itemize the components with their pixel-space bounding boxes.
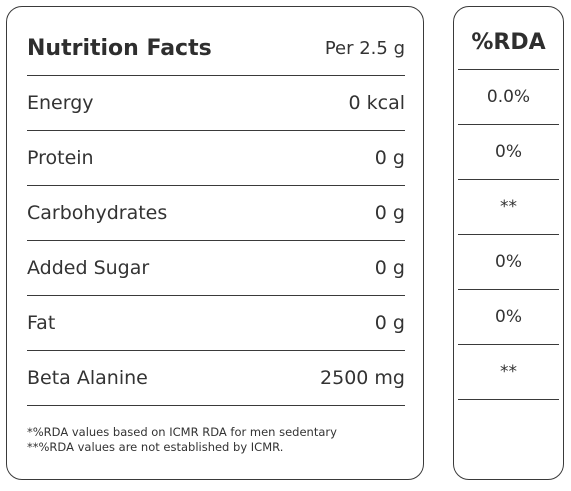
nutrition-facts-panel: Nutrition Facts Per 2.5 g Energy 0 kcal …: [6, 6, 424, 480]
nutrient-row-fat: Fat 0 g: [27, 296, 405, 351]
nutrient-row-carbohydrates: Carbohydrates 0 g: [27, 186, 405, 241]
rda-value-protein: 0%: [458, 125, 559, 180]
nutrient-label: Fat: [27, 312, 56, 334]
nutrient-value: 2500 mg: [320, 367, 405, 389]
rda-value-energy: 0.0%: [458, 70, 559, 125]
nutrient-value: 0 g: [374, 202, 405, 224]
rda-value-fat: 0%: [458, 290, 559, 345]
nutrient-label: Energy: [27, 92, 94, 114]
nutrient-label: Carbohydrates: [27, 202, 168, 224]
nutrient-value: 0 kcal: [348, 92, 406, 114]
rda-value-added-sugar: 0%: [458, 235, 559, 290]
nutrition-facts-header: Nutrition Facts Per 2.5 g: [27, 21, 405, 76]
nutrient-label: Added Sugar: [27, 257, 150, 279]
nutrient-label: Protein: [27, 147, 94, 169]
footnote-rda-basis: *%RDA values based on ICMR RDA for men s…: [27, 425, 337, 439]
footnote-rda-not-established: **%RDA values are not established by ICM…: [27, 440, 284, 454]
nutrient-value: 0 g: [374, 312, 405, 334]
nutrient-label: Beta Alanine: [27, 367, 148, 389]
rda-value-carbohydrates: **: [458, 180, 559, 235]
nutrient-row-added-sugar: Added Sugar 0 g: [27, 241, 405, 296]
nutrient-row-energy: Energy 0 kcal: [27, 76, 405, 131]
rda-panel: %RDA 0.0% 0% ** 0% 0% **: [453, 6, 564, 480]
rda-value-beta-alanine: **: [458, 345, 559, 400]
nutrient-row-protein: Protein 0 g: [27, 131, 405, 186]
serving-size: Per 2.5 g: [324, 37, 405, 59]
nutrition-facts-title: Nutrition Facts: [27, 35, 212, 61]
nutrient-row-beta-alanine: Beta Alanine 2500 mg: [27, 351, 405, 406]
rda-header: %RDA: [458, 15, 559, 70]
nutrient-value: 0 g: [374, 257, 405, 279]
footnotes: *%RDA values based on ICMR RDA for men s…: [27, 425, 417, 455]
nutrient-value: 0 g: [374, 147, 405, 169]
